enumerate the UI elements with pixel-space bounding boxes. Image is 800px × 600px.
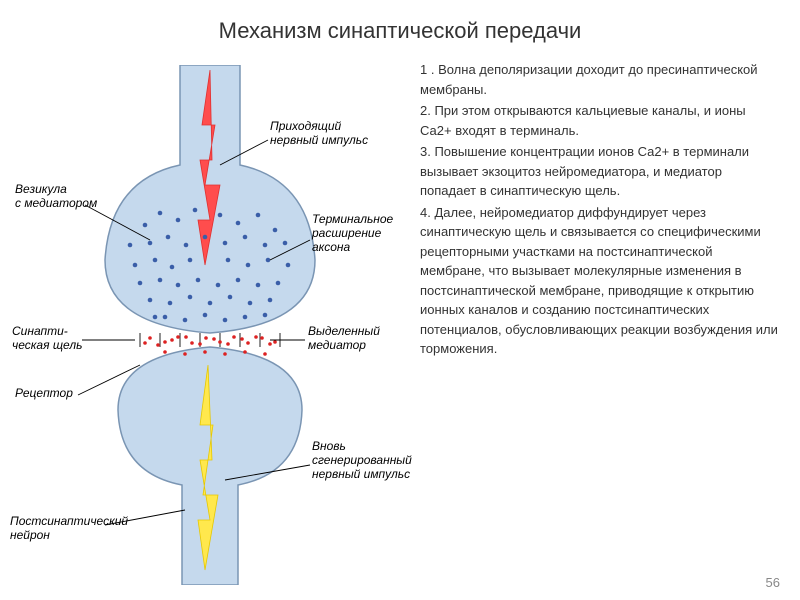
label-vesicle: Везикулас медиатором — [15, 183, 105, 211]
label-new-impulse: Вновьсгенерированныйнервный импульс — [312, 440, 432, 481]
label-cleft: Синапти-ческая щель — [12, 325, 87, 353]
label-incoming: Приходящийнервный импульс — [270, 120, 390, 148]
step-4: 4. Далее, нейромедиатор диффундирует чер… — [420, 203, 780, 359]
step-1: 1 . Волна деполяризации доходит до преси… — [420, 60, 780, 99]
page-number: 56 — [766, 575, 780, 590]
label-postsynaptic: Постсинаптическийнейрон — [10, 515, 150, 543]
step-3: 3. Повышение концентрации ионов Са2+ в т… — [420, 142, 780, 201]
page-title: Механизм синаптической передачи — [219, 18, 582, 44]
cleft-markers — [140, 333, 280, 347]
step-2: 2. При этом открываются кальциевые канал… — [420, 101, 780, 140]
synapse-diagram: Везикулас медиатором Приходящийнервный и… — [10, 65, 410, 585]
label-receptor: Рецептор — [15, 387, 90, 401]
mechanism-text: 1 . Волна деполяризации доходит до преси… — [420, 60, 780, 361]
postsynaptic-neuron — [118, 347, 302, 585]
label-terminal: Терминальноерасширениеаксона — [312, 213, 422, 254]
label-released: Выделенныймедиатор — [308, 325, 408, 353]
